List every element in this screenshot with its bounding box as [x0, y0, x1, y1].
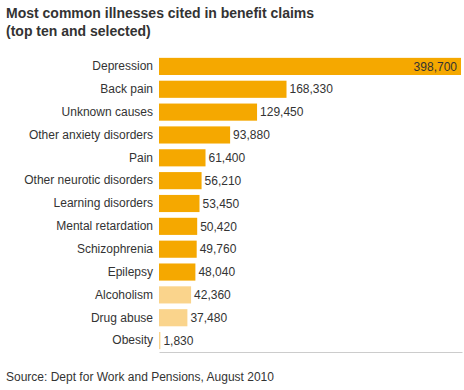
- bar: [159, 332, 160, 349]
- data-label: 50,420: [200, 220, 237, 234]
- data-label: 37,480: [190, 311, 227, 325]
- category-label: Other anxiety disorders: [29, 128, 153, 142]
- category-label: Unknown causes: [62, 105, 153, 119]
- category-label: Drug abuse: [91, 311, 153, 325]
- subtitle: (top ten and selected): [6, 23, 151, 39]
- data-label: 1,830: [163, 334, 193, 348]
- bar: [159, 195, 199, 212]
- category-label: Alcoholism: [95, 288, 153, 302]
- y-tick: Unknown causes: [62, 105, 153, 119]
- bar: [159, 126, 230, 143]
- y-tick: Pain: [129, 151, 153, 165]
- bars: [159, 58, 461, 349]
- category-label: Schizophrenia: [77, 242, 153, 256]
- category-label: Back pain: [100, 82, 153, 96]
- y-tick: Alcoholism: [95, 288, 153, 302]
- category-label: Learning disorders: [54, 196, 153, 210]
- chart: Most common illnesses cited in benefit c…: [0, 0, 464, 390]
- x-axis: [160, 352, 463, 353]
- y-tick: Obesity: [112, 333, 153, 347]
- title: Most common illnesses cited in benefit c…: [6, 5, 314, 21]
- data-label: 53,450: [202, 197, 239, 211]
- y-tick: Mental retardation: [56, 219, 153, 233]
- data-labels: 398,700 168,330 129,450 93,880 61,400 56,210 5…: [163, 60, 457, 348]
- bar: [159, 81, 287, 98]
- category-label: Depression: [92, 59, 153, 73]
- y-tick: Drug abuse: [91, 311, 153, 325]
- category-label: Other neurotic disorders: [24, 173, 153, 187]
- data-label: 93,880: [233, 128, 270, 142]
- x-axis-line: [160, 352, 463, 353]
- data-label: 129,450: [260, 105, 304, 119]
- data-label: 398,700: [414, 60, 458, 74]
- data-label: 49,760: [200, 242, 237, 256]
- data-label: 48,040: [198, 265, 235, 279]
- category-label: Obesity: [112, 333, 153, 347]
- y-tick: Other neurotic disorders: [24, 173, 153, 187]
- bar: [159, 218, 197, 235]
- category-label: Mental retardation: [56, 219, 153, 233]
- category-label: Pain: [129, 151, 153, 165]
- y-tick: Depression: [92, 59, 153, 73]
- bar: [159, 58, 461, 75]
- bar: [159, 263, 195, 280]
- bar: [159, 241, 197, 258]
- y-axis: Depression Back pain Unknown causes Other a…: [24, 59, 153, 347]
- data-label: 61,400: [209, 151, 246, 165]
- y-tick: Learning disorders: [54, 196, 153, 210]
- y-tick: Schizophrenia: [77, 242, 153, 256]
- bar: [159, 286, 191, 303]
- data-label: 56,210: [205, 174, 242, 188]
- y-tick: Back pain: [100, 82, 153, 96]
- bar: [159, 172, 202, 189]
- data-label: 42,360: [194, 288, 231, 302]
- y-tick: Epilepsy: [108, 265, 153, 279]
- data-label: 168,330: [290, 82, 334, 96]
- category-label: Epilepsy: [108, 265, 153, 279]
- bar: [159, 309, 187, 326]
- source: Source: Dept for Work and Pensions, Augu…: [6, 370, 274, 384]
- bar: [159, 104, 257, 121]
- bar: [159, 149, 206, 166]
- y-tick: Other anxiety disorders: [29, 128, 153, 142]
